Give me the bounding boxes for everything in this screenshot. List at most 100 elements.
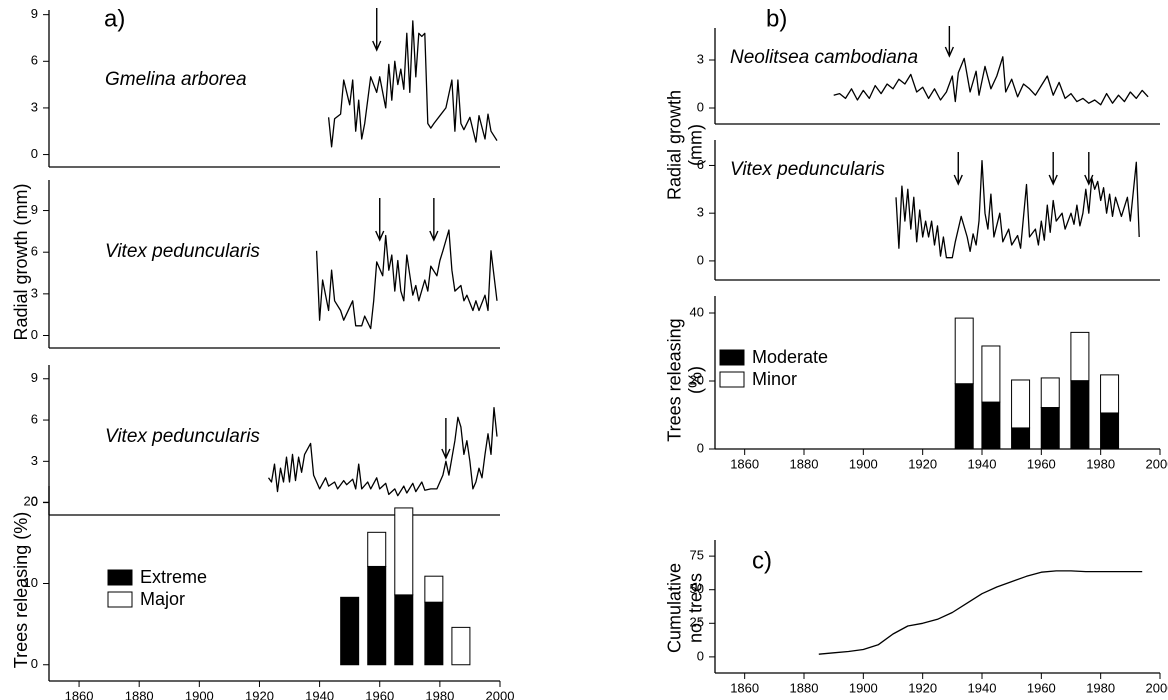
y-axis-label: no. trees xyxy=(685,573,705,643)
release-arrow xyxy=(375,198,385,242)
legend-swatch xyxy=(107,591,133,608)
x-tick-label: 1980 xyxy=(425,688,454,700)
release-arrow xyxy=(953,152,963,186)
release-arrow xyxy=(944,26,955,58)
y-axis-label: (mm) xyxy=(685,124,705,166)
panel-label: c) xyxy=(752,547,772,574)
bar-segment xyxy=(394,507,414,596)
y-tick-label: 10 xyxy=(24,575,38,590)
bar-segment xyxy=(340,596,360,666)
bar-segment xyxy=(451,626,471,666)
bar-segment xyxy=(1070,380,1090,450)
y-tick-label: 6 xyxy=(31,411,38,426)
y-tick-label: 50 xyxy=(690,581,704,596)
y-tick-label: 75 xyxy=(690,548,704,563)
x-tick-label: 1960 xyxy=(1027,456,1056,471)
panel-label: a) xyxy=(104,5,125,32)
growth-line xyxy=(327,20,498,148)
y-tick-label: 3 xyxy=(697,205,704,220)
x-tick-label: 2000 xyxy=(486,688,515,700)
x-tick-label: 2000 xyxy=(1146,680,1168,695)
y-axis-label: Radial growth xyxy=(664,90,684,200)
y-tick-label: 0 xyxy=(697,99,704,114)
legend-label: Major xyxy=(140,589,185,609)
x-tick-label: 1940 xyxy=(968,680,997,695)
y-axis-label: (%) xyxy=(685,366,705,394)
y-tick-label: 0 xyxy=(697,440,704,455)
release-arrow xyxy=(429,198,439,242)
y-tick-label: 3 xyxy=(697,51,704,66)
x-tick-label: 1860 xyxy=(730,680,759,695)
y-tick-label: 3 xyxy=(31,99,38,114)
y-tick-label: 3 xyxy=(31,453,38,468)
x-tick-label: 1940 xyxy=(968,456,997,471)
bar-segment xyxy=(1040,377,1060,409)
x-tick-label: 1860 xyxy=(730,456,759,471)
y-tick-label: 9 xyxy=(31,202,38,217)
x-tick-label: 1900 xyxy=(849,456,878,471)
growth-line xyxy=(267,407,498,497)
y-axis-label: Radial growth (mm) xyxy=(11,183,31,340)
growth-line xyxy=(315,229,498,330)
y-axis-label: Cumulative xyxy=(664,563,684,653)
bar-segment xyxy=(954,383,974,450)
y-axis-label: Trees releasing xyxy=(664,318,684,441)
series-label: Neolitsea cambodiana xyxy=(730,47,918,68)
y-tick-label: 0 xyxy=(31,656,38,671)
y-tick-label: 3 xyxy=(31,285,38,300)
series-label: Vitex peduncularis xyxy=(105,426,260,447)
legend-label: Extreme xyxy=(140,567,207,587)
y-tick-label: 0 xyxy=(31,327,38,342)
series-label: Vitex peduncularis xyxy=(730,159,885,180)
release-arrow xyxy=(1048,152,1058,186)
legend-swatch xyxy=(107,569,133,586)
bar-segment xyxy=(1070,331,1090,382)
legend-label: Moderate xyxy=(752,347,828,367)
bar-segment xyxy=(367,531,387,567)
y-tick-label: 9 xyxy=(31,6,38,21)
y-tick-label: 6 xyxy=(697,157,704,172)
bar-segment xyxy=(1100,374,1120,414)
release-arrow xyxy=(441,418,451,460)
x-tick-label: 1960 xyxy=(365,688,394,700)
y-tick-label: 6 xyxy=(31,244,38,259)
bar-segment xyxy=(1040,407,1060,450)
x-tick-label: 1920 xyxy=(245,688,274,700)
x-tick-label: 1880 xyxy=(790,456,819,471)
y-tick-label: 40 xyxy=(690,304,704,319)
x-tick-label: 1920 xyxy=(908,456,937,471)
y-tick-label: 0 xyxy=(697,252,704,267)
x-tick-label: 1920 xyxy=(908,680,937,695)
x-tick-label: 1980 xyxy=(1086,456,1115,471)
x-tick-label: 1900 xyxy=(185,688,214,700)
panel-label: b) xyxy=(766,5,787,32)
x-tick-label: 1900 xyxy=(849,680,878,695)
x-tick-label: 1860 xyxy=(65,688,94,700)
bar-segment xyxy=(1011,427,1031,450)
x-tick-label: 1880 xyxy=(790,680,819,695)
y-tick-label: 0 xyxy=(31,494,38,509)
series-label: Vitex peduncularis xyxy=(105,241,260,262)
x-tick-label: 1980 xyxy=(1086,680,1115,695)
bar-segment xyxy=(394,594,414,666)
release-arrow xyxy=(372,8,382,52)
bar-segment xyxy=(1011,379,1031,429)
y-tick-label: 20 xyxy=(690,372,704,387)
bar-segment xyxy=(367,565,387,666)
x-tick-label: 1880 xyxy=(125,688,154,700)
x-tick-label: 1940 xyxy=(305,688,334,700)
y-tick-label: 6 xyxy=(31,53,38,68)
y-tick-label: 0 xyxy=(697,648,704,663)
legend-swatch xyxy=(719,371,745,388)
bar-segment xyxy=(424,575,444,603)
legend-swatch xyxy=(719,349,745,366)
bar-segment xyxy=(981,401,1001,450)
y-tick-label: 25 xyxy=(690,615,704,630)
y-tick-label: 9 xyxy=(31,370,38,385)
bar-segment xyxy=(1100,412,1120,450)
series-label: Gmelina arborea xyxy=(105,69,247,90)
legend-label: Minor xyxy=(752,369,797,389)
growth-line xyxy=(833,56,1149,106)
bar-segment xyxy=(981,345,1001,403)
